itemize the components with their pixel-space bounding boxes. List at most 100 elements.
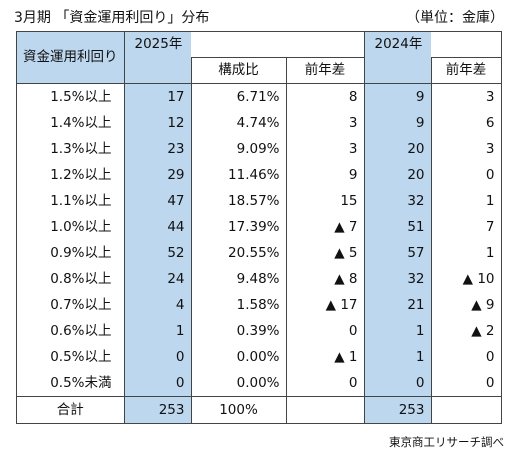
total-label: 合計 [16,396,125,424]
share-value: 0.39% [190,318,287,344]
share-value: 9.48% [190,266,287,292]
table-row: 1.5%以上 17 6.71% 8 9 3 [16,83,502,110]
yoy-2024: 1 [430,240,502,266]
table-title: 3月期 「資金運用利回り」分布 [14,10,210,26]
total-count-2024: 253 [363,396,432,424]
range-label: 0.9%以上 [16,240,125,266]
source-note: 東京商工リサーチ調べ [389,435,504,449]
count-2024: 57 [363,240,432,266]
yoy-2025: ▲ 7 [285,214,365,240]
share-value: 18.57% [190,188,287,214]
year-2025-header-spacer [286,31,365,58]
total-row: 合計 253 100% 253 [16,396,502,424]
range-label: 0.5%未満 [16,370,125,397]
year-2024-header-spacer [431,31,502,58]
year-2024-header: 2024年 [363,31,431,58]
range-label: 0.8%以上 [16,266,125,292]
share-value: 6.71% [190,83,287,110]
yoy-2024: 0 [430,344,502,370]
table-row: 1.0%以上 44 17.39% ▲ 7 51 7 [16,214,502,240]
count-2025: 17 [123,83,192,110]
range-label: 0.5%以上 [16,344,125,370]
count-2025: 12 [123,110,192,136]
count-2025: 24 [123,266,192,292]
count-2024: 20 [363,162,432,188]
count-2025: 0 [123,370,192,397]
table-row: 0.5%未満 0 0.00% 0 0 0 [16,370,502,397]
range-label: 1.5%以上 [16,83,125,110]
yoy-2024: 1 [430,188,502,214]
count-2024: 20 [363,136,432,162]
count-2024: 1 [363,344,432,370]
share-value: 0.00% [190,370,287,397]
yoy-2025: 15 [285,188,365,214]
count-2024: 32 [363,266,432,292]
count-2025: 44 [123,214,192,240]
total-count-2025: 253 [123,396,192,424]
share-value: 0.00% [190,344,287,370]
row-header: 資金運用利回り [16,31,125,84]
table-row: 0.9%以上 52 20.55% ▲ 5 57 1 [16,240,502,266]
count-2024: 9 [363,110,432,136]
count-2024: 9 [363,83,432,110]
share-header: 構成比 [190,57,287,84]
table-row: 0.8%以上 24 9.48% ▲ 8 32 ▲ 10 [16,266,502,292]
count-2025: 1 [123,318,192,344]
count-2024: 32 [363,188,432,214]
yoy-2024: 0 [430,162,502,188]
count-2025: 29 [123,162,192,188]
range-label: 1.3%以上 [16,136,125,162]
share-value: 4.74% [190,110,287,136]
total-yoy-2024 [430,396,502,424]
yoy-2025: 9 [285,162,365,188]
yoy-2025: ▲ 1 [285,344,365,370]
yoy-2025: 0 [285,370,365,397]
yoy-2024: 7 [430,214,502,240]
yoy-2025: 3 [285,110,365,136]
yoy-2024: 0 [430,370,502,397]
count-2025: 4 [123,292,192,318]
table-row: 1.2%以上 29 11.46% 9 20 0 [16,162,502,188]
yoy-2024: ▲ 9 [430,292,502,318]
range-label: 0.6%以上 [16,318,125,344]
table-row: 0.6%以上 1 0.39% 0 1 ▲ 2 [16,318,502,344]
yoy-2024: ▲ 2 [430,318,502,344]
table-row: 0.7%以上 4 1.58% ▲ 17 21 ▲ 9 [16,292,502,318]
count-2024-header [363,57,432,84]
total-yoy-2025 [285,396,365,424]
count-2025-header [123,57,192,84]
table-row: 1.4%以上 12 4.74% 3 9 6 [16,110,502,136]
share-value: 17.39% [190,214,287,240]
table-row: 1.1%以上 47 18.57% 15 32 1 [16,188,502,214]
count-2025: 47 [123,188,192,214]
count-2024: 51 [363,214,432,240]
yoy-2024: 6 [430,110,502,136]
share-value: 11.46% [190,162,287,188]
share-value: 9.09% [190,136,287,162]
range-label: 1.4%以上 [16,110,125,136]
yoy-2025: ▲ 5 [285,240,365,266]
year-2025-header-spacer [191,31,286,58]
share-value: 1.58% [190,292,287,318]
count-2025: 23 [123,136,192,162]
yoy-2024-header: 前年差 [430,57,502,84]
yoy-2025: 0 [285,318,365,344]
total-share: 100% [190,396,287,424]
yoy-2025: ▲ 17 [285,292,365,318]
yoy-2024: 3 [430,136,502,162]
range-label: 1.0%以上 [16,214,125,240]
count-2024: 1 [363,318,432,344]
table-body: 1.5%以上 17 6.71% 8 9 3 1.4%以上 12 4.74% 3 9 6 1.3%以上 23… [16,83,502,397]
yoy-2024: ▲ 10 [430,266,502,292]
count-2025: 52 [123,240,192,266]
range-label: 1.2%以上 [16,162,125,188]
share-value: 20.55% [190,240,287,266]
yoy-2025: 3 [285,136,365,162]
range-label: 0.7%以上 [16,292,125,318]
yoy-2025: ▲ 8 [285,266,365,292]
range-label: 1.1%以上 [16,188,125,214]
yoy-2024: 3 [430,83,502,110]
count-2024: 0 [363,370,432,397]
unit-note: （単位：金庫） [406,10,504,26]
